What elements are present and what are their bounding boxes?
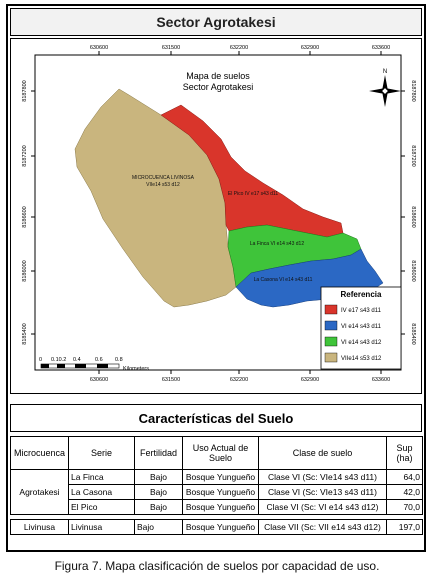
- svg-text:VI e14 s43 d12: VI e14 s43 d12: [341, 340, 382, 346]
- microcuenca-cell: Agrotakesi: [10, 469, 69, 515]
- zone-label: La Finca VI e14 s43 d12: [250, 241, 304, 247]
- x-tick-label: 632200: [230, 45, 248, 51]
- map-title-line2: Sector Agrotakesi: [183, 82, 254, 92]
- x-tick-label: 631500: [162, 45, 180, 51]
- y-tick-label: 8187800: [22, 80, 28, 101]
- svg-text:0.10.2: 0.10.2: [51, 357, 66, 363]
- uso-cell: Bosque Yungueño: [182, 469, 259, 485]
- serie-cell: Livinusa: [68, 519, 135, 535]
- x-tick-label: 630600: [90, 377, 108, 383]
- zone-label: MICROCUENCA LIVINOSA: [132, 175, 195, 181]
- svg-text:IV e17 s43 d11: IV e17 s43 d11: [341, 308, 382, 314]
- soil-table: Microcuenca Serie Fertilidad Uso Actual …: [10, 436, 423, 535]
- y-tick-label: 8187200: [410, 145, 416, 166]
- y-tick-label: 8185400: [410, 323, 416, 344]
- col-header: Microcuenca: [10, 436, 69, 470]
- svg-text:0.4: 0.4: [73, 357, 81, 363]
- y-tick-label: 8186600: [22, 206, 28, 227]
- sup-cell: 197,0: [386, 519, 423, 535]
- x-tick-label: 632900: [301, 45, 319, 51]
- svg-text:0.6: 0.6: [95, 357, 103, 363]
- col-header: Fertilidad: [134, 436, 183, 470]
- sup-cell: 42,0: [386, 484, 423, 500]
- serie-cell: La Finca: [68, 469, 135, 485]
- x-tick-label: 630600: [90, 45, 108, 51]
- x-tick-label: 631500: [162, 377, 180, 383]
- svg-text:N: N: [383, 69, 387, 75]
- serie-cell: El Pico: [68, 499, 135, 515]
- y-tick-label: 8186000: [410, 260, 416, 281]
- map-title-line1: Mapa de suelos: [186, 71, 250, 81]
- y-tick-label: 8187200: [22, 145, 28, 166]
- legend-item: VI e14 s43 d12: [324, 336, 382, 347]
- serie-cell: La Casona: [68, 484, 135, 500]
- svg-text:VIIe14 s53 d12: VIIe14 s53 d12: [341, 356, 382, 362]
- legend-item: VI e14 s43 d11: [324, 320, 382, 331]
- clase-cell: Clase VI (Sc: VIe13 s43 d11): [258, 484, 387, 500]
- zone-label: VIIe14 s53 d12: [146, 182, 180, 188]
- page-title: Sector Agrotakesi: [10, 8, 422, 36]
- map-legend: Referencia IV e17 s43 d11 VI e14 s43 d11…: [320, 286, 402, 370]
- microcuenca-cell: Livinusa: [10, 519, 69, 535]
- sup-cell: 64,0: [386, 469, 423, 485]
- uso-cell: Bosque Yungueño: [182, 484, 259, 500]
- zone-label: El Pico IV e17 s43 d11: [228, 191, 278, 197]
- svg-text:VI e14 s43 d11: VI e14 s43 d11: [341, 324, 382, 330]
- legend-item: VIIe14 s53 d12: [324, 352, 382, 363]
- sup-cell: 70,0: [386, 499, 423, 515]
- north-arrow-icon: N: [369, 69, 401, 107]
- figure-caption: Figura 7. Mapa clasificación de suelos p…: [54, 559, 380, 573]
- svg-text:0.8: 0.8: [115, 357, 123, 363]
- fertilidad-cell: Bajo: [134, 484, 183, 500]
- scale-unit: Kilometers: [123, 366, 149, 372]
- clase-cell: Clase VII (Sc: VII e14 s43 d12): [258, 519, 387, 535]
- col-header: Serie: [68, 436, 135, 470]
- table-row: La Casona Bajo Bosque Yungueño Clase VI …: [11, 484, 423, 500]
- uso-cell: Bosque Yungueño: [182, 519, 259, 535]
- legend-item: IV e17 s43 d11: [324, 304, 382, 315]
- y-tick-label: 8187800: [410, 80, 416, 101]
- clase-cell: Clase VI (Sc: VIe14 s43 d11): [258, 469, 387, 485]
- map-svg: 630600 631500 632200 632900 633600 63060…: [22, 45, 416, 383]
- fertilidad-cell: Bajo: [134, 519, 183, 535]
- y-tick-label: 8186600: [410, 206, 416, 227]
- fertilidad-cell: Bajo: [134, 499, 183, 515]
- col-header: Sup (ha): [386, 436, 423, 470]
- x-tick-label: 633600: [372, 377, 390, 383]
- soil-map: 630600 631500 632200 632900 633600 63060…: [10, 38, 422, 394]
- x-tick-label: 632200: [230, 377, 248, 383]
- clase-cell: Clase VI (Sc: VI e14 s43 d12): [258, 499, 387, 515]
- uso-cell: Bosque Yungueño: [182, 499, 259, 515]
- y-tick-label: 8185400: [22, 323, 28, 344]
- table-row: Agrotakesi La Finca Bajo Bosque Yungueño…: [10, 469, 423, 515]
- x-tick-label: 632900: [301, 377, 319, 383]
- y-tick-label: 8186000: [22, 260, 28, 281]
- x-tick-label: 633600: [372, 45, 390, 51]
- characteristics-title: Características del Suelo: [10, 404, 422, 432]
- table-row: El Pico Bajo Bosque Yungueño Clase VI (S…: [11, 499, 423, 515]
- col-header: Uso Actual de Suelo: [182, 436, 259, 470]
- zone-label: La Casona VI e14 s43 d11: [254, 277, 313, 283]
- legend-title: Referencia: [341, 290, 382, 299]
- fertilidad-cell: Bajo: [134, 469, 183, 485]
- figure-frame: Sector Agrotakesi 630600 631500 632200 6…: [6, 4, 426, 552]
- col-header: Clase de suelo: [258, 436, 387, 470]
- table-row: Livinusa Livinusa Bajo Bosque Yungueño C…: [10, 519, 423, 535]
- scale-bar: 0 0.10.2 0.4 0.6 0.8 Kilometers: [39, 357, 149, 372]
- svg-text:0: 0: [39, 357, 42, 363]
